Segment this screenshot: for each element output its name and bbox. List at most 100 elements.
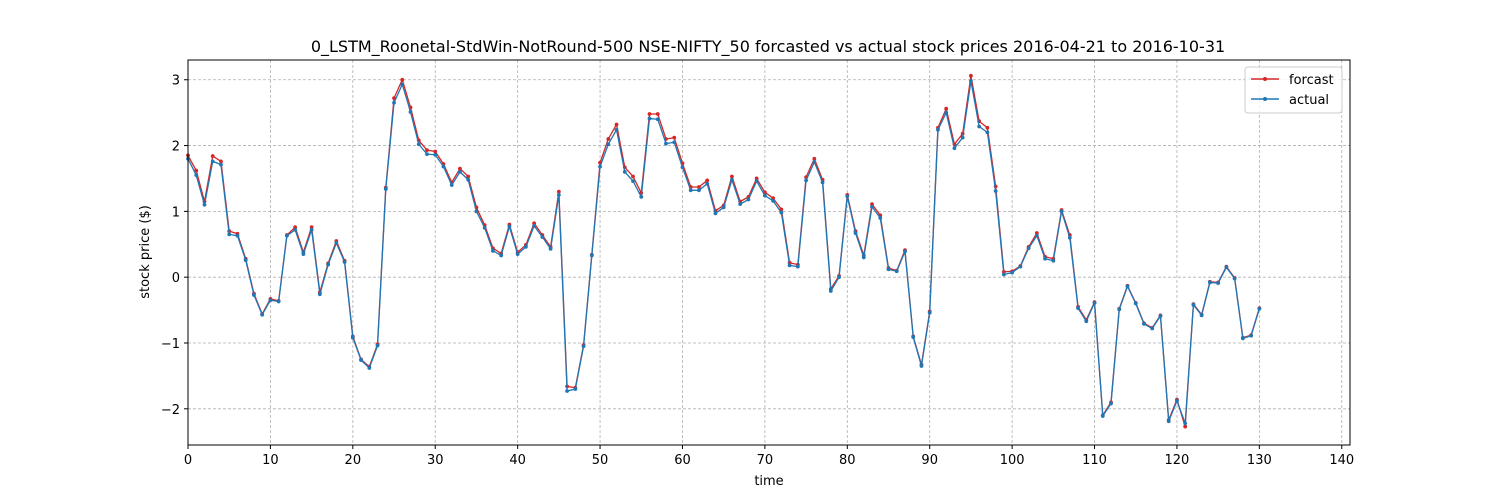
data-point-actual: [721, 205, 726, 210]
data-point-actual: [491, 248, 495, 253]
data-point-actual: [219, 162, 223, 167]
x-tick-label: 110: [1082, 453, 1107, 468]
data-point-actual: [688, 188, 693, 193]
data-point-actual: [1142, 322, 1146, 326]
x-tick-label: 140: [1329, 453, 1354, 468]
data-point-forcast: [532, 221, 537, 226]
data-point-actual: [697, 188, 701, 193]
plot-frame: [187, 59, 1351, 446]
data-point-forcast: [466, 174, 471, 179]
data-point-actual: [1199, 313, 1204, 318]
data-point-actual: [565, 389, 569, 393]
data-point-actual: [853, 231, 858, 235]
y-tick-label: 1: [172, 205, 180, 220]
data-point-actual: [771, 198, 776, 203]
data-point-actual: [804, 178, 808, 183]
data-point-actual: [944, 110, 949, 115]
data-point-forcast: [210, 154, 215, 158]
data-point-actual: [927, 310, 932, 315]
legend-actual-marker: [1263, 97, 1267, 101]
data-point-actual: [202, 202, 207, 207]
series-layer: [186, 73, 1262, 429]
x-axis: 0 10 20 30 40 50 60 70 80 90 100 110 120 130 140: [184, 445, 1354, 468]
data-point-actual: [795, 264, 800, 269]
data-point-actual: [985, 130, 990, 135]
data-point-actual: [466, 177, 471, 182]
data-point-forcast: [1183, 424, 1188, 429]
data-point-forcast: [1034, 231, 1039, 235]
data-point-actual: [342, 260, 347, 264]
data-point-actual: [894, 269, 899, 274]
data-point-actual: [1043, 256, 1047, 261]
data-point-actual: [441, 164, 446, 169]
data-point-actual: [284, 233, 289, 238]
data-point-actual: [367, 366, 372, 370]
x-tick-label: 70: [757, 453, 774, 468]
y-tick-label: 3: [172, 74, 180, 89]
data-point-actual: [713, 211, 718, 216]
data-point-actual: [375, 343, 380, 348]
data-point-actual: [779, 210, 784, 215]
data-point-forcast: [655, 112, 660, 116]
data-point-actual: [1100, 414, 1105, 418]
data-point-actual: [730, 177, 734, 182]
data-point-actual: [293, 227, 298, 232]
y-tick-label: −1: [161, 337, 180, 352]
data-point-actual: [861, 255, 866, 260]
x-tick-label: 10: [262, 453, 279, 468]
data-point-actual: [952, 146, 957, 151]
data-point-actual: [1232, 276, 1237, 281]
data-point-forcast: [614, 122, 619, 127]
x-tick-label: 40: [509, 453, 526, 468]
data-point-actual: [383, 187, 388, 191]
data-point-actual: [1034, 233, 1039, 238]
data-point-actual: [581, 344, 586, 349]
data-point-actual: [458, 169, 462, 174]
data-point-actual: [812, 160, 817, 164]
data-point-actual: [532, 223, 537, 228]
data-point-forcast: [309, 225, 314, 230]
data-point-actual: [614, 127, 619, 132]
data-point-actual: [828, 289, 833, 293]
data-point-forcast: [672, 135, 677, 140]
data-point-actual: [548, 246, 553, 251]
data-point-forcast: [425, 148, 429, 153]
data-point-actual: [589, 253, 594, 258]
data-point-actual: [260, 312, 265, 317]
data-point-actual: [276, 299, 281, 304]
data-point-actual: [1001, 272, 1006, 277]
x-tick-label: 100: [1000, 453, 1025, 468]
data-point-actual: [392, 100, 396, 105]
data-point-actual: [1117, 307, 1122, 312]
data-point-actual: [639, 194, 644, 199]
data-point-actual: [762, 193, 767, 198]
data-point-actual: [993, 189, 998, 193]
x-tick-label: 50: [592, 453, 609, 468]
data-point-actual: [556, 193, 561, 197]
data-point-forcast: [293, 225, 298, 230]
data-point-actual: [977, 124, 982, 129]
data-point-actual: [523, 245, 528, 249]
data-point-actual: [960, 135, 965, 140]
data-point-forcast: [631, 174, 635, 179]
data-point-forcast: [870, 202, 874, 207]
chart-title: 0_LSTM_Roonetal-StdWin-NotRound-500 NSE-…: [311, 37, 1225, 57]
data-point-actual: [820, 180, 825, 185]
series-actual: [186, 79, 1262, 426]
data-point-actual: [672, 140, 677, 145]
data-point-actual: [359, 358, 363, 363]
data-point-forcast: [433, 149, 438, 154]
data-point-actual: [754, 179, 759, 183]
data-point-actual: [1191, 302, 1196, 307]
x-tick-label: 20: [345, 453, 362, 468]
data-point-actual: [680, 165, 685, 170]
data-point-actual: [1208, 280, 1212, 285]
data-point-forcast: [458, 166, 462, 171]
data-point-actual: [606, 142, 611, 147]
data-point-actual: [1010, 270, 1015, 275]
data-point-actual: [870, 204, 874, 209]
data-point-actual: [936, 127, 940, 132]
data-point-actual: [334, 241, 339, 245]
data-point-actual: [268, 298, 273, 303]
